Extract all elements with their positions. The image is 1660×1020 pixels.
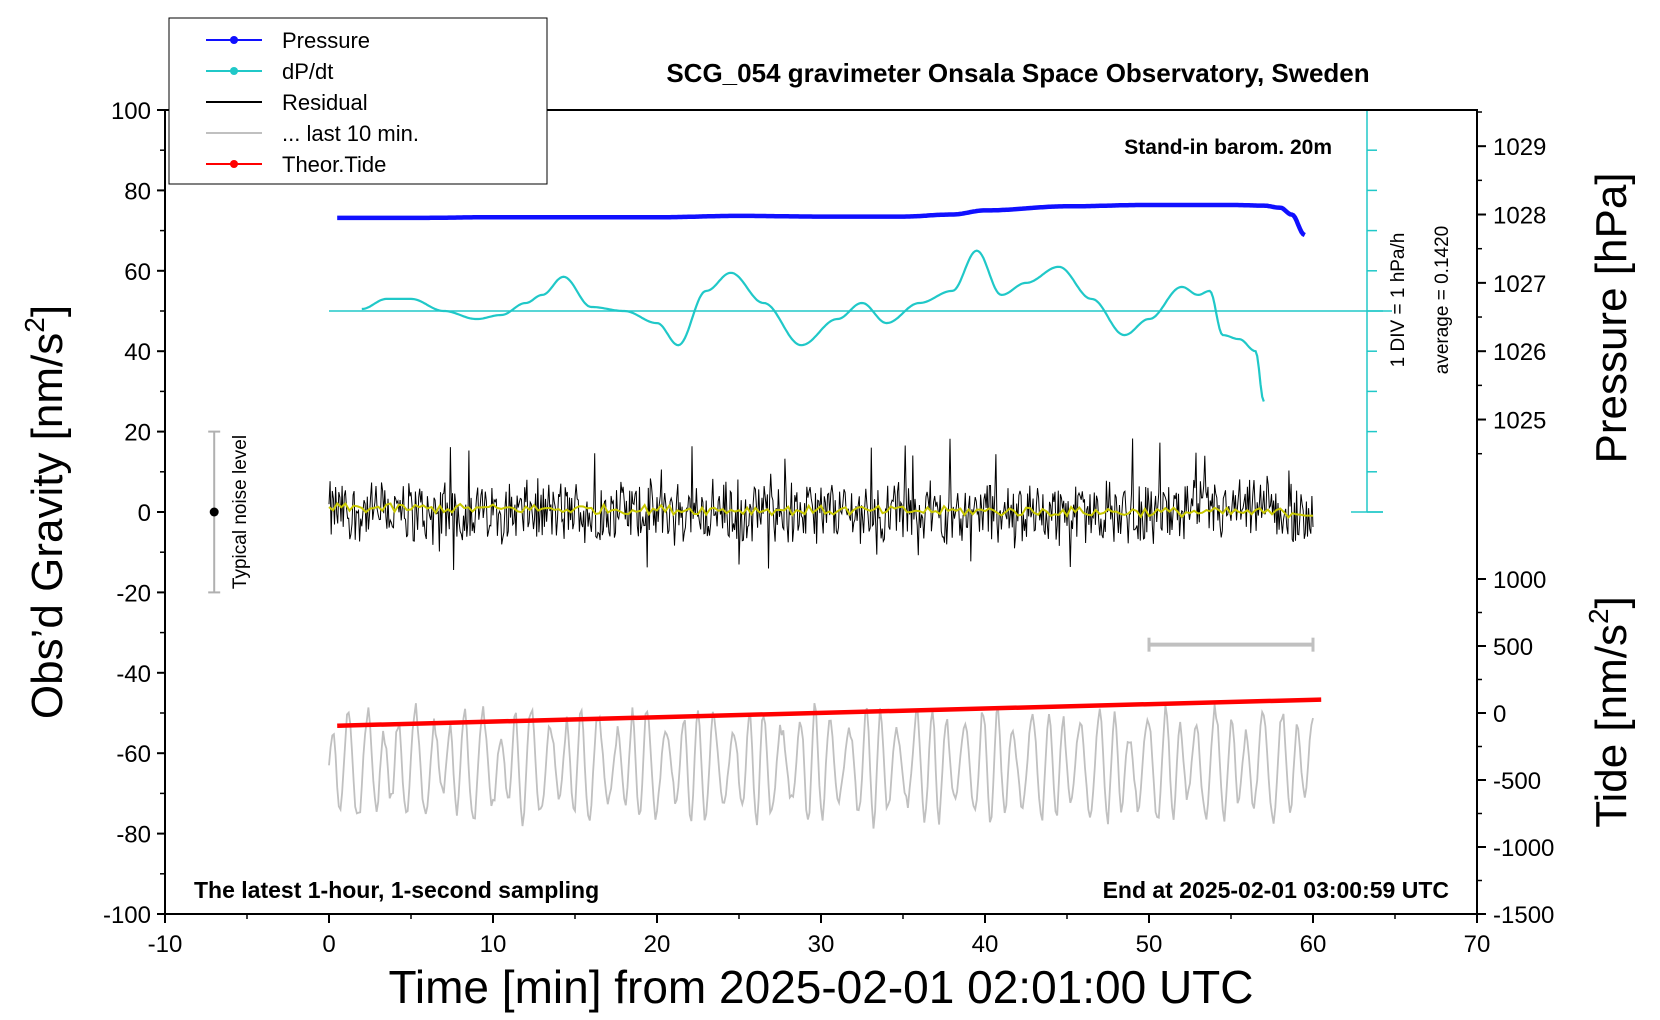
- pressure-tick-label: 1027: [1493, 271, 1546, 298]
- x-tick-label: 50: [1136, 931, 1163, 958]
- tide-tick-label: 0: [1493, 701, 1506, 728]
- legend-marker: [230, 67, 238, 75]
- residual-smoothed-line: [328, 501, 1314, 519]
- y-tick-label: 0: [138, 500, 151, 527]
- y-tick-label: 100: [111, 98, 151, 125]
- pressure-axis: 1029 1028 1027 1026 1025: [1477, 111, 1546, 455]
- legend-entries: Pressure dP/dt Residual ... last 10 min. The…: [206, 28, 419, 177]
- x-axis-label: Time [min] from 2025-02-01 02:01:00 UTC: [389, 961, 1254, 1013]
- last-10-min-line: [328, 703, 1314, 829]
- y-axis-label-tide: Tide [nm/s2]: [1583, 596, 1636, 828]
- legend-label: dP/dt: [282, 59, 333, 84]
- y-axis-label-left-sup: 2: [19, 317, 50, 333]
- tide-tick-label: 1000: [1493, 567, 1546, 594]
- tide-tick-label: 500: [1493, 634, 1533, 661]
- bottom-axis-ticks: -10 0 10 20 30 40 50 60 70: [148, 914, 1491, 958]
- chart-title: SCG_054 gravimeter Onsala Space Observat…: [666, 58, 1369, 88]
- y-axis-label-pressure: Pressure [hPa]: [1587, 172, 1636, 463]
- legend: Pressure dP/dt Residual ... last 10 min. The…: [168, 17, 548, 185]
- y-axis-label-tide-end: ]: [1587, 596, 1636, 608]
- noise-level-annotation: Typical noise level: [230, 435, 251, 589]
- y-axis-label-left-end: ]: [23, 305, 72, 317]
- y-tick-label: -40: [116, 661, 151, 688]
- last-10-min-series: [328, 703, 1314, 829]
- div-annotation: 1 DIV = 1 hPa/h: [1388, 233, 1409, 368]
- average-annotation: average = 0.1420: [1432, 226, 1453, 374]
- tide-series: [337, 697, 1322, 728]
- tide-tick-label: -1000: [1493, 835, 1554, 862]
- y-axis-label-left: Obs’d Gravity [nm/s2]: [19, 305, 72, 719]
- dpdt-line: [361, 249, 1265, 402]
- y-tick-label: -80: [116, 822, 151, 849]
- plot-frame: [164, 109, 1478, 915]
- y-axis-label-tide-sup: 2: [1583, 608, 1614, 624]
- x-tick-label: 20: [644, 931, 671, 958]
- x-tick-label: 30: [808, 931, 835, 958]
- left-axis-ticks: 100 80 60 40 20 0 -20 -40 -60 -80 -100: [103, 98, 165, 929]
- pressure-series: [337, 202, 1306, 238]
- legend-label: Residual: [282, 90, 368, 115]
- tide-axis: 1000 500 0 -500 -1000 -1500: [1477, 567, 1554, 929]
- pressure-tick-label: 1026: [1493, 339, 1546, 366]
- dpdt-series: [329, 249, 1392, 402]
- residual-smoothed-series: [328, 501, 1314, 519]
- y-axis-label-tide-main: Tide [nm/s: [1587, 624, 1636, 828]
- y-tick-label: 60: [124, 259, 151, 286]
- x-tick-label: 10: [480, 931, 507, 958]
- pressure-tick-label: 1025: [1493, 408, 1546, 435]
- legend-marker: [230, 160, 238, 168]
- y-tick-label: 20: [124, 420, 151, 447]
- bottom-right-annotation: End at 2025-02-01 03:00:59 UTC: [1103, 877, 1449, 903]
- noise-bar-dot: [209, 507, 219, 517]
- pressure-tick-label: 1029: [1493, 134, 1546, 161]
- y-axis-label-left-main: Obs’d Gravity [nm/s: [23, 333, 72, 719]
- baro-annotation: Stand-in barom. 20m: [1124, 136, 1332, 159]
- chart-annotations-marks: [208, 430, 1315, 652]
- y-tick-label: -60: [116, 741, 151, 768]
- y-tick-label: 80: [124, 178, 151, 205]
- y-tick-label: 40: [124, 339, 151, 366]
- legend-label: Theor.Tide: [282, 152, 386, 177]
- legend-marker: [230, 36, 238, 44]
- x-tick-label: 70: [1464, 931, 1491, 958]
- residual-series: [328, 438, 1314, 571]
- pressure-line: [337, 202, 1306, 238]
- x-tick-label: 60: [1300, 931, 1327, 958]
- legend-label: ... last 10 min.: [282, 121, 419, 146]
- x-tick-label: 0: [322, 931, 335, 958]
- tide-tick-label: -1500: [1493, 902, 1554, 929]
- tide-tick-label: -500: [1493, 768, 1541, 795]
- x-tick-label: -10: [148, 931, 183, 958]
- pressure-tick-label: 1028: [1493, 203, 1546, 230]
- y-tick-label: -20: [116, 580, 151, 607]
- bottom-left-annotation: The latest 1-hour, 1-second sampling: [194, 877, 599, 903]
- x-tick-label: 40: [972, 931, 999, 958]
- residual-line: [328, 438, 1314, 571]
- tide-line: [337, 697, 1322, 728]
- legend-label: Pressure: [282, 28, 370, 53]
- y-tick-label: -100: [103, 902, 151, 929]
